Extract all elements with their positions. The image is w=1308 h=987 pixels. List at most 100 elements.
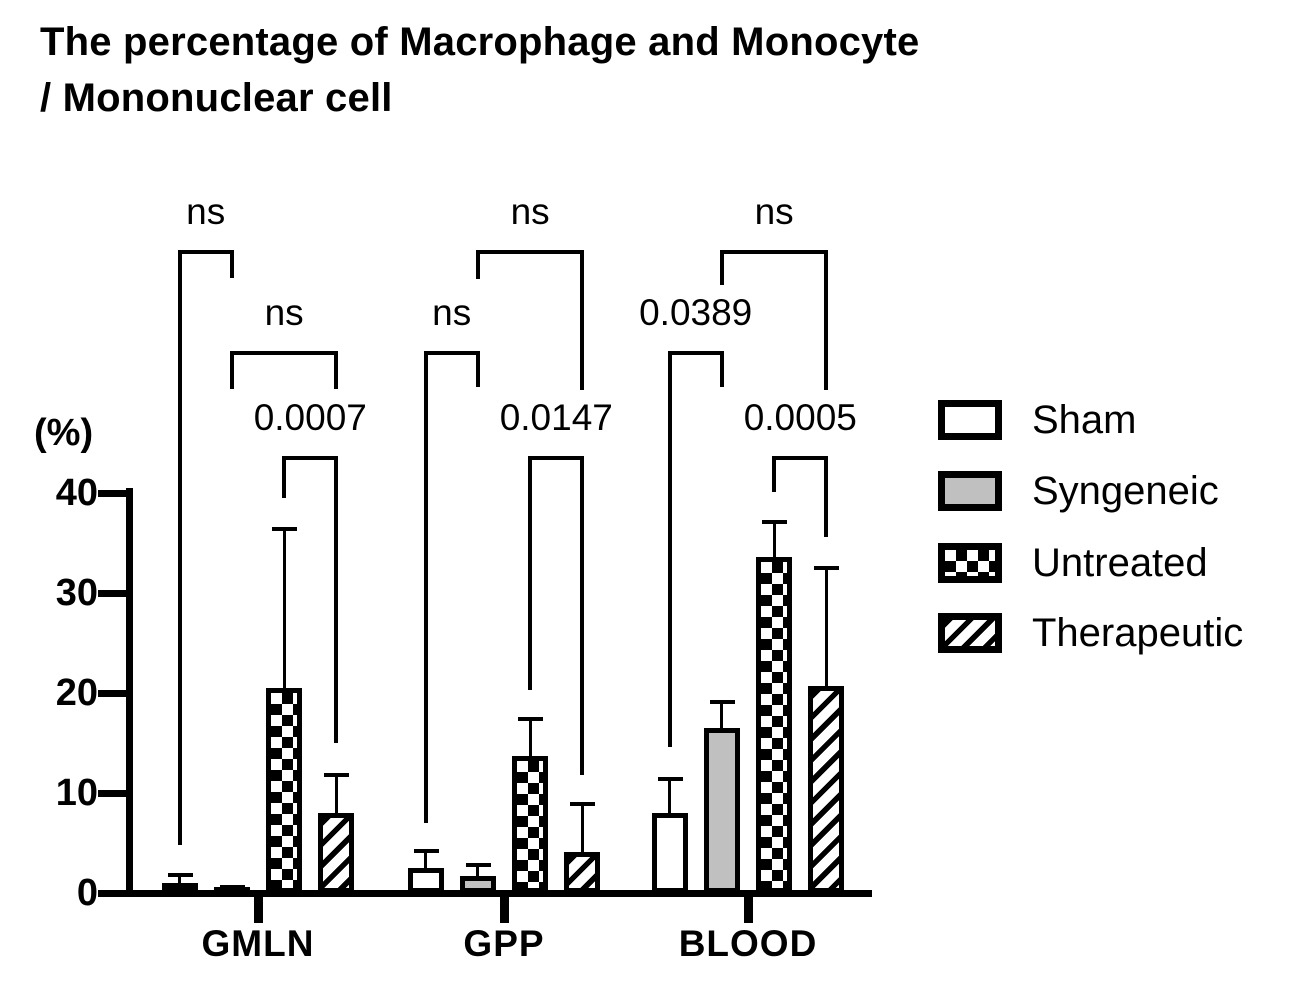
sig-bracket-bar	[423, 351, 480, 355]
sig-label-gmln-1: ns	[264, 292, 304, 333]
legend-swatch-sham	[938, 400, 1002, 440]
legend-swatch-therapeutic	[938, 613, 1002, 653]
error-bar-cap	[657, 777, 683, 781]
bar-gpp-sham	[407, 868, 444, 893]
error-bar-stem	[424, 853, 428, 868]
sig-bracket-bar	[229, 351, 339, 355]
sig-bracket-bar	[475, 250, 585, 254]
sig-bracket-bar	[772, 456, 829, 460]
sig-bracket-bar	[667, 351, 724, 355]
bar-gmln-syngeneic	[213, 887, 250, 897]
y-tick-10	[98, 790, 130, 797]
legend-label-untreated: Untreated	[1032, 541, 1208, 585]
sig-bracket-bar	[282, 456, 339, 460]
error-bar-cap	[272, 527, 298, 531]
sig-bracket-right-arm	[580, 456, 585, 775]
sig-bracket-right-arm	[475, 351, 480, 387]
sig-bracket-right-arm	[824, 456, 829, 537]
error-bar-cap	[518, 717, 544, 721]
sig-bracket-left-arm	[772, 456, 777, 492]
sig-bracket-bar	[177, 250, 234, 254]
y-tick-label-30: 30	[55, 572, 98, 614]
sig-bracket-left-arm	[528, 456, 533, 690]
legend-label-therapeutic: Therapeutic	[1032, 611, 1244, 655]
bar-gmln-sham	[161, 883, 198, 893]
sig-bracket-left-arm	[423, 351, 428, 823]
y-tick-label-40: 40	[55, 472, 98, 514]
error-bar-cap	[814, 566, 840, 570]
sig-bracket-right-arm	[824, 250, 829, 390]
error-bar-cap	[709, 700, 735, 704]
error-bar-stem	[528, 721, 532, 756]
bar-blood-untreated	[756, 557, 793, 893]
sig-label-blood-6: 0.0389	[639, 292, 753, 333]
bar-blood-syngeneic	[703, 728, 740, 893]
error-bar-cap	[465, 863, 491, 867]
y-tick-30	[98, 590, 130, 597]
x-tick-gmln	[254, 896, 263, 923]
error-bar-stem	[476, 867, 480, 876]
sig-bracket-left-arm	[229, 351, 234, 389]
sig-label-blood-7: ns	[754, 191, 794, 232]
y-tick-label-0: 0	[76, 872, 98, 914]
sig-bracket-left-arm	[282, 456, 287, 498]
bar-gmln-therapeutic	[318, 813, 355, 893]
error-bar-stem	[720, 704, 724, 728]
x-tick-gpp	[500, 896, 509, 923]
error-bar-stem	[772, 524, 776, 557]
error-bar-stem	[178, 877, 182, 883]
legend-label-sham: Sham	[1032, 398, 1137, 442]
x-axis-line	[126, 890, 872, 897]
y-tick-0	[98, 890, 130, 897]
x-category-label-blood: BLOOD	[678, 923, 818, 964]
chart-title-line2: / Mononuclear cell	[40, 76, 393, 120]
error-bar-cap	[570, 802, 596, 806]
error-bar-stem	[334, 777, 338, 813]
bar-blood-therapeutic	[808, 686, 845, 893]
y-axis-unit-label: (%)	[34, 412, 94, 454]
chart-title: The percentage of Macrophage and Monocyt…	[40, 14, 1020, 126]
x-category-label-gpp: GPP	[463, 923, 545, 964]
error-bar-cap	[324, 773, 350, 777]
y-tick-20	[98, 690, 130, 697]
error-bar-cap	[762, 520, 788, 524]
sig-label-gmln-0: ns	[186, 191, 226, 232]
sig-bracket-right-arm	[229, 250, 234, 278]
legend-swatch-untreated	[938, 543, 1002, 583]
error-bar-cap	[167, 873, 193, 877]
sig-label-gpp-4: ns	[510, 191, 550, 232]
sig-bracket-left-arm	[177, 250, 182, 845]
bar-gpp-therapeutic	[564, 852, 601, 893]
y-tick-label-20: 20	[55, 672, 98, 714]
sig-bracket-right-arm	[334, 456, 339, 743]
error-bar-stem	[580, 806, 584, 852]
sig-label-blood-8: 0.0005	[743, 397, 857, 438]
bar-gmln-untreated	[266, 688, 303, 893]
bar-gpp-syngeneic	[459, 876, 496, 893]
error-bar-stem	[668, 781, 672, 813]
sig-bracket-left-arm	[475, 250, 480, 279]
chart-title-line1: The percentage of Macrophage and Monocyt…	[40, 20, 920, 64]
sig-label-gpp-5: 0.0147	[499, 397, 613, 438]
x-tick-blood	[744, 896, 753, 923]
sig-label-gpp-3: ns	[432, 292, 472, 333]
legend-swatch-syngeneic	[938, 471, 1002, 511]
sig-bracket-bar	[719, 250, 829, 254]
sig-bracket-left-arm	[719, 250, 724, 285]
sig-bracket-bar	[528, 456, 585, 460]
error-bar-cap	[219, 885, 245, 889]
error-bar-stem	[824, 570, 828, 686]
y-tick-label-10: 10	[55, 772, 98, 814]
legend-label-syngeneic: Syngeneic	[1032, 469, 1219, 513]
bar-gpp-untreated	[512, 756, 549, 893]
sig-bracket-right-arm	[719, 351, 724, 387]
bar-blood-sham	[651, 813, 688, 893]
sig-bracket-left-arm	[667, 351, 672, 747]
sig-label-gmln-2: 0.0007	[253, 397, 367, 438]
x-category-label-gmln: GMLN	[201, 923, 315, 964]
y-tick-40	[98, 490, 130, 497]
sig-bracket-right-arm	[334, 351, 339, 389]
